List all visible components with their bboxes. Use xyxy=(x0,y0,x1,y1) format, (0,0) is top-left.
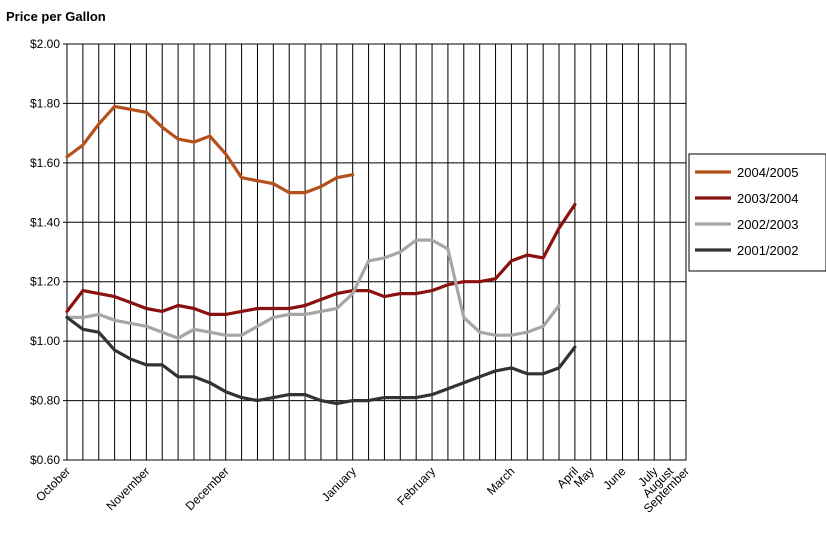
chart-title: Price per Gallon xyxy=(6,9,106,24)
legend-label: 2003/2004 xyxy=(737,191,798,206)
y-tick-label: $2.00 xyxy=(30,37,60,51)
series-line-2003-2004 xyxy=(65,202,577,316)
y-tick-label: $1.80 xyxy=(30,96,60,110)
x-tick-label: June xyxy=(600,464,629,493)
y-tick-label: $0.60 xyxy=(30,453,60,467)
y-tick-label: $1.20 xyxy=(30,275,60,289)
x-tick-label: October xyxy=(33,464,73,504)
x-tick-label: January xyxy=(319,464,359,504)
legend: 2004/2005 2003/2004 2002/2003 2001/2002 xyxy=(688,153,826,272)
legend-label: 2002/2003 xyxy=(737,217,798,232)
legend-label: 2001/2002 xyxy=(737,243,798,258)
plot-border xyxy=(66,43,687,461)
series-line-2002-2003 xyxy=(65,238,561,340)
x-tick-label: November xyxy=(103,464,152,513)
x-tick-label: March xyxy=(484,464,517,497)
series-line-2004-2005 xyxy=(65,104,355,195)
x-tick-label: December xyxy=(183,464,232,513)
y-tick-label: $1.60 xyxy=(30,156,60,170)
x-tick-label: February xyxy=(394,464,438,508)
y-tick-label: $1.40 xyxy=(30,215,60,229)
y-tick-label: $0.80 xyxy=(30,394,60,408)
plot-area: $2.00 $1.80 $1.60 $1.40 $1.20 $1.00 $0.80 $0.60… xyxy=(30,37,692,516)
legend-label: 2004/2005 xyxy=(737,165,798,180)
y-tick-label: $1.00 xyxy=(30,334,60,348)
series-line-2001-2002 xyxy=(65,315,577,406)
